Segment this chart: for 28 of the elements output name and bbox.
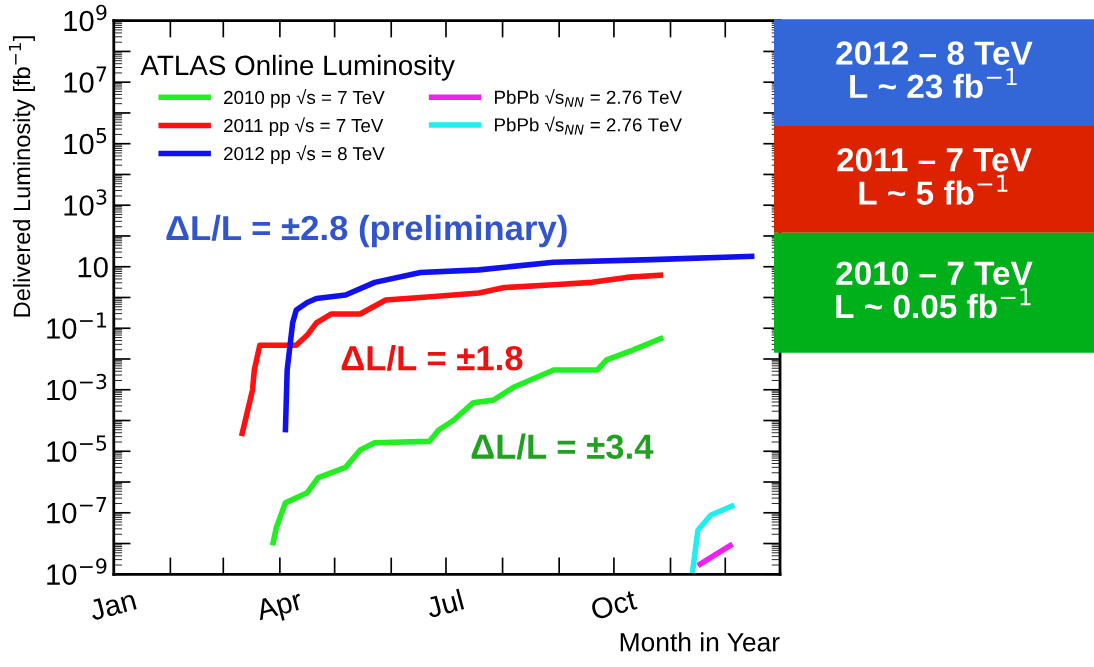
annotation: ΔL/L = ±3.4 xyxy=(471,433,654,460)
legend-label: 2010 pp √s = 7 TeV xyxy=(224,89,385,108)
text: 2011 – 7 TeV L ~ 5 fb$^{−1}$ xyxy=(837,148,1032,205)
annotation: ΔL/L = ±1.8 xyxy=(341,344,523,371)
text: 2010 – 7 TeV L ~ 0.05 fb$^{−1}$ xyxy=(836,261,1033,319)
x-axis-title: Month in Year xyxy=(620,632,780,652)
y-tick-label: 10$^{7}$ xyxy=(64,66,107,93)
legend-label: 2012 pp √s = 8 TeV xyxy=(224,145,385,164)
y-tick-label: 10 xyxy=(78,256,108,278)
y-tick-label: 10$^{5}$ xyxy=(64,128,107,155)
x-tick-label: Apr xyxy=(254,589,305,627)
y-tick-label: 10$^{−3}$ xyxy=(47,373,107,401)
x-tick-label: Oct xyxy=(590,588,638,621)
y-tick-label: 10$^{−9}$ xyxy=(47,558,107,585)
legend-label: PbPb √s$_{NN}$ = 2.76 TeV xyxy=(495,88,682,107)
legend-label: 2011 pp √s = 7 TeV xyxy=(224,117,384,136)
text: ATLAS Online Luminosity xyxy=(140,54,455,81)
y-tick-label: 10$^{3}$ xyxy=(64,189,107,216)
y-tick-label: 10$^{−1}$ xyxy=(47,312,106,339)
text: 2012 – 8 TeV L ~ 23 fb$^{−1}$ xyxy=(836,41,1033,99)
x-tick-label: Jul xyxy=(424,588,465,619)
x-tick-label: Jan xyxy=(88,589,137,621)
annotation: ΔL/L = ±2.8 (preliminary) xyxy=(166,214,567,248)
y-axis-title: Delivered Luminosity [fb$^{−1}$] xyxy=(8,36,35,317)
y-tick-label: 10$^{−5}$ xyxy=(47,435,107,462)
legend-label: PbPb √s$_{NN}$ = 2.76 TeV xyxy=(495,116,682,135)
y-tick-label: 10$^{9}$ xyxy=(64,4,107,32)
y-tick-label: 10$^{−7}$ xyxy=(47,497,107,524)
